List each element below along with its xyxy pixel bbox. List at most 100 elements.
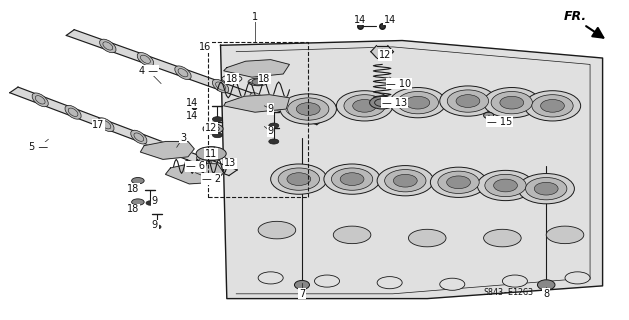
Ellipse shape [500, 96, 524, 109]
Ellipse shape [269, 139, 279, 144]
Ellipse shape [333, 226, 371, 244]
Ellipse shape [258, 272, 283, 284]
Text: 18: 18 [259, 74, 270, 84]
Ellipse shape [287, 173, 311, 186]
Ellipse shape [32, 93, 48, 107]
Text: 16: 16 [199, 42, 211, 52]
Ellipse shape [331, 168, 373, 190]
Text: 9: 9 [267, 126, 274, 136]
Ellipse shape [438, 171, 479, 194]
Ellipse shape [377, 165, 433, 196]
Text: 8: 8 [543, 289, 549, 299]
Polygon shape [224, 60, 289, 77]
Text: 14: 14 [186, 111, 199, 121]
Text: — 10: — 10 [386, 78, 411, 89]
Ellipse shape [485, 174, 526, 197]
Ellipse shape [278, 168, 320, 190]
Ellipse shape [175, 66, 191, 79]
Ellipse shape [370, 96, 394, 109]
Ellipse shape [546, 226, 584, 244]
Ellipse shape [269, 123, 279, 128]
Ellipse shape [397, 92, 438, 114]
Text: 18: 18 [127, 204, 139, 214]
Ellipse shape [385, 170, 426, 192]
Ellipse shape [447, 90, 489, 112]
Ellipse shape [408, 229, 446, 247]
Text: 18: 18 [226, 74, 238, 84]
Ellipse shape [337, 91, 392, 121]
Ellipse shape [131, 178, 144, 184]
Ellipse shape [518, 173, 574, 204]
Ellipse shape [65, 105, 81, 119]
Text: FR.: FR. [564, 10, 587, 23]
Ellipse shape [280, 94, 337, 124]
Text: — 13: — 13 [382, 98, 407, 108]
Ellipse shape [491, 92, 532, 114]
Text: S843-E12G3: S843-E12G3 [484, 288, 533, 297]
Ellipse shape [258, 221, 296, 239]
Ellipse shape [440, 86, 496, 116]
Ellipse shape [503, 275, 528, 287]
Ellipse shape [131, 130, 147, 144]
Ellipse shape [137, 52, 153, 66]
Ellipse shape [213, 79, 229, 93]
Ellipse shape [447, 176, 470, 189]
Text: 3: 3 [180, 133, 186, 143]
Text: 1: 1 [252, 12, 258, 22]
Ellipse shape [484, 229, 521, 247]
Text: 9: 9 [152, 196, 158, 206]
Ellipse shape [294, 280, 309, 289]
Ellipse shape [353, 100, 377, 112]
Text: 12: 12 [379, 50, 391, 60]
Text: — 15: — 15 [487, 117, 512, 127]
Ellipse shape [525, 91, 581, 121]
Text: 14: 14 [384, 15, 396, 25]
Ellipse shape [540, 100, 564, 112]
Ellipse shape [203, 124, 223, 134]
Ellipse shape [324, 164, 381, 194]
Ellipse shape [131, 199, 144, 205]
Ellipse shape [377, 276, 402, 289]
Ellipse shape [314, 275, 340, 287]
Polygon shape [165, 163, 224, 184]
Text: 14: 14 [353, 15, 365, 25]
Ellipse shape [250, 93, 266, 106]
Ellipse shape [226, 76, 238, 82]
Ellipse shape [484, 87, 540, 118]
Ellipse shape [252, 79, 264, 85]
Ellipse shape [282, 104, 299, 118]
Ellipse shape [344, 95, 386, 117]
Text: — 2: — 2 [202, 174, 221, 184]
Ellipse shape [164, 143, 180, 156]
Ellipse shape [484, 112, 494, 119]
Polygon shape [10, 87, 237, 176]
Text: — 6: — 6 [186, 161, 205, 172]
Text: 12: 12 [205, 123, 218, 133]
Text: 11: 11 [205, 148, 217, 159]
Text: 18: 18 [127, 184, 139, 194]
Text: 13: 13 [224, 158, 236, 168]
Ellipse shape [534, 182, 558, 195]
Text: 14: 14 [186, 98, 199, 108]
Ellipse shape [389, 87, 446, 118]
Ellipse shape [537, 280, 555, 290]
Text: 9: 9 [152, 220, 158, 230]
Ellipse shape [98, 118, 114, 132]
Ellipse shape [532, 95, 573, 117]
Ellipse shape [99, 39, 116, 53]
Ellipse shape [440, 278, 465, 290]
Ellipse shape [477, 170, 533, 201]
Ellipse shape [526, 178, 567, 200]
Ellipse shape [430, 167, 487, 197]
Ellipse shape [494, 179, 518, 192]
Text: 4 —: 4 — [139, 66, 158, 76]
Ellipse shape [456, 95, 480, 108]
Ellipse shape [270, 164, 327, 194]
Ellipse shape [393, 174, 417, 187]
Ellipse shape [296, 103, 320, 116]
Ellipse shape [213, 132, 223, 138]
Ellipse shape [152, 225, 161, 229]
Ellipse shape [196, 147, 226, 161]
Ellipse shape [287, 98, 329, 120]
Polygon shape [66, 30, 325, 124]
